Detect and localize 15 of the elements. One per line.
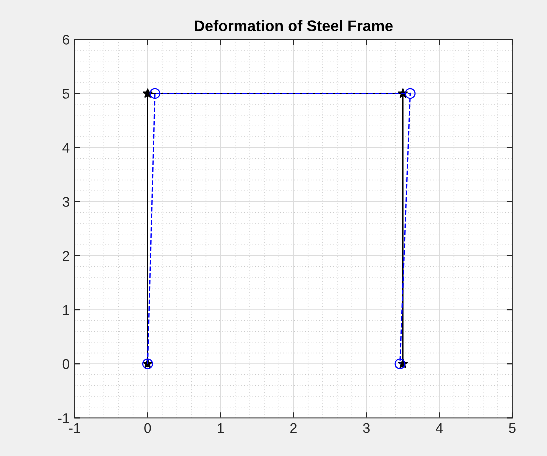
chart-title: Deformation of Steel Frame xyxy=(195,20,393,32)
x-tick-label: 3 xyxy=(363,423,370,434)
y-tick-label: -1 xyxy=(58,414,70,424)
y-tick-label: 3 xyxy=(62,197,70,208)
y-tick-label: 5 xyxy=(62,89,70,99)
x-tick-label: 5 xyxy=(509,424,516,434)
y-tick-label: 4 xyxy=(62,143,70,153)
x-tick-label: 0 xyxy=(144,423,152,434)
x-tick-label: 4 xyxy=(436,424,444,434)
y-tick-label: 1 xyxy=(63,305,70,316)
x-tick-label: 2 xyxy=(290,423,297,434)
y-tick-label: 2 xyxy=(63,251,70,261)
y-tick-label: 6 xyxy=(63,35,70,45)
y-tick-label: 0 xyxy=(62,359,70,370)
x-tick-label: 1 xyxy=(218,424,224,434)
